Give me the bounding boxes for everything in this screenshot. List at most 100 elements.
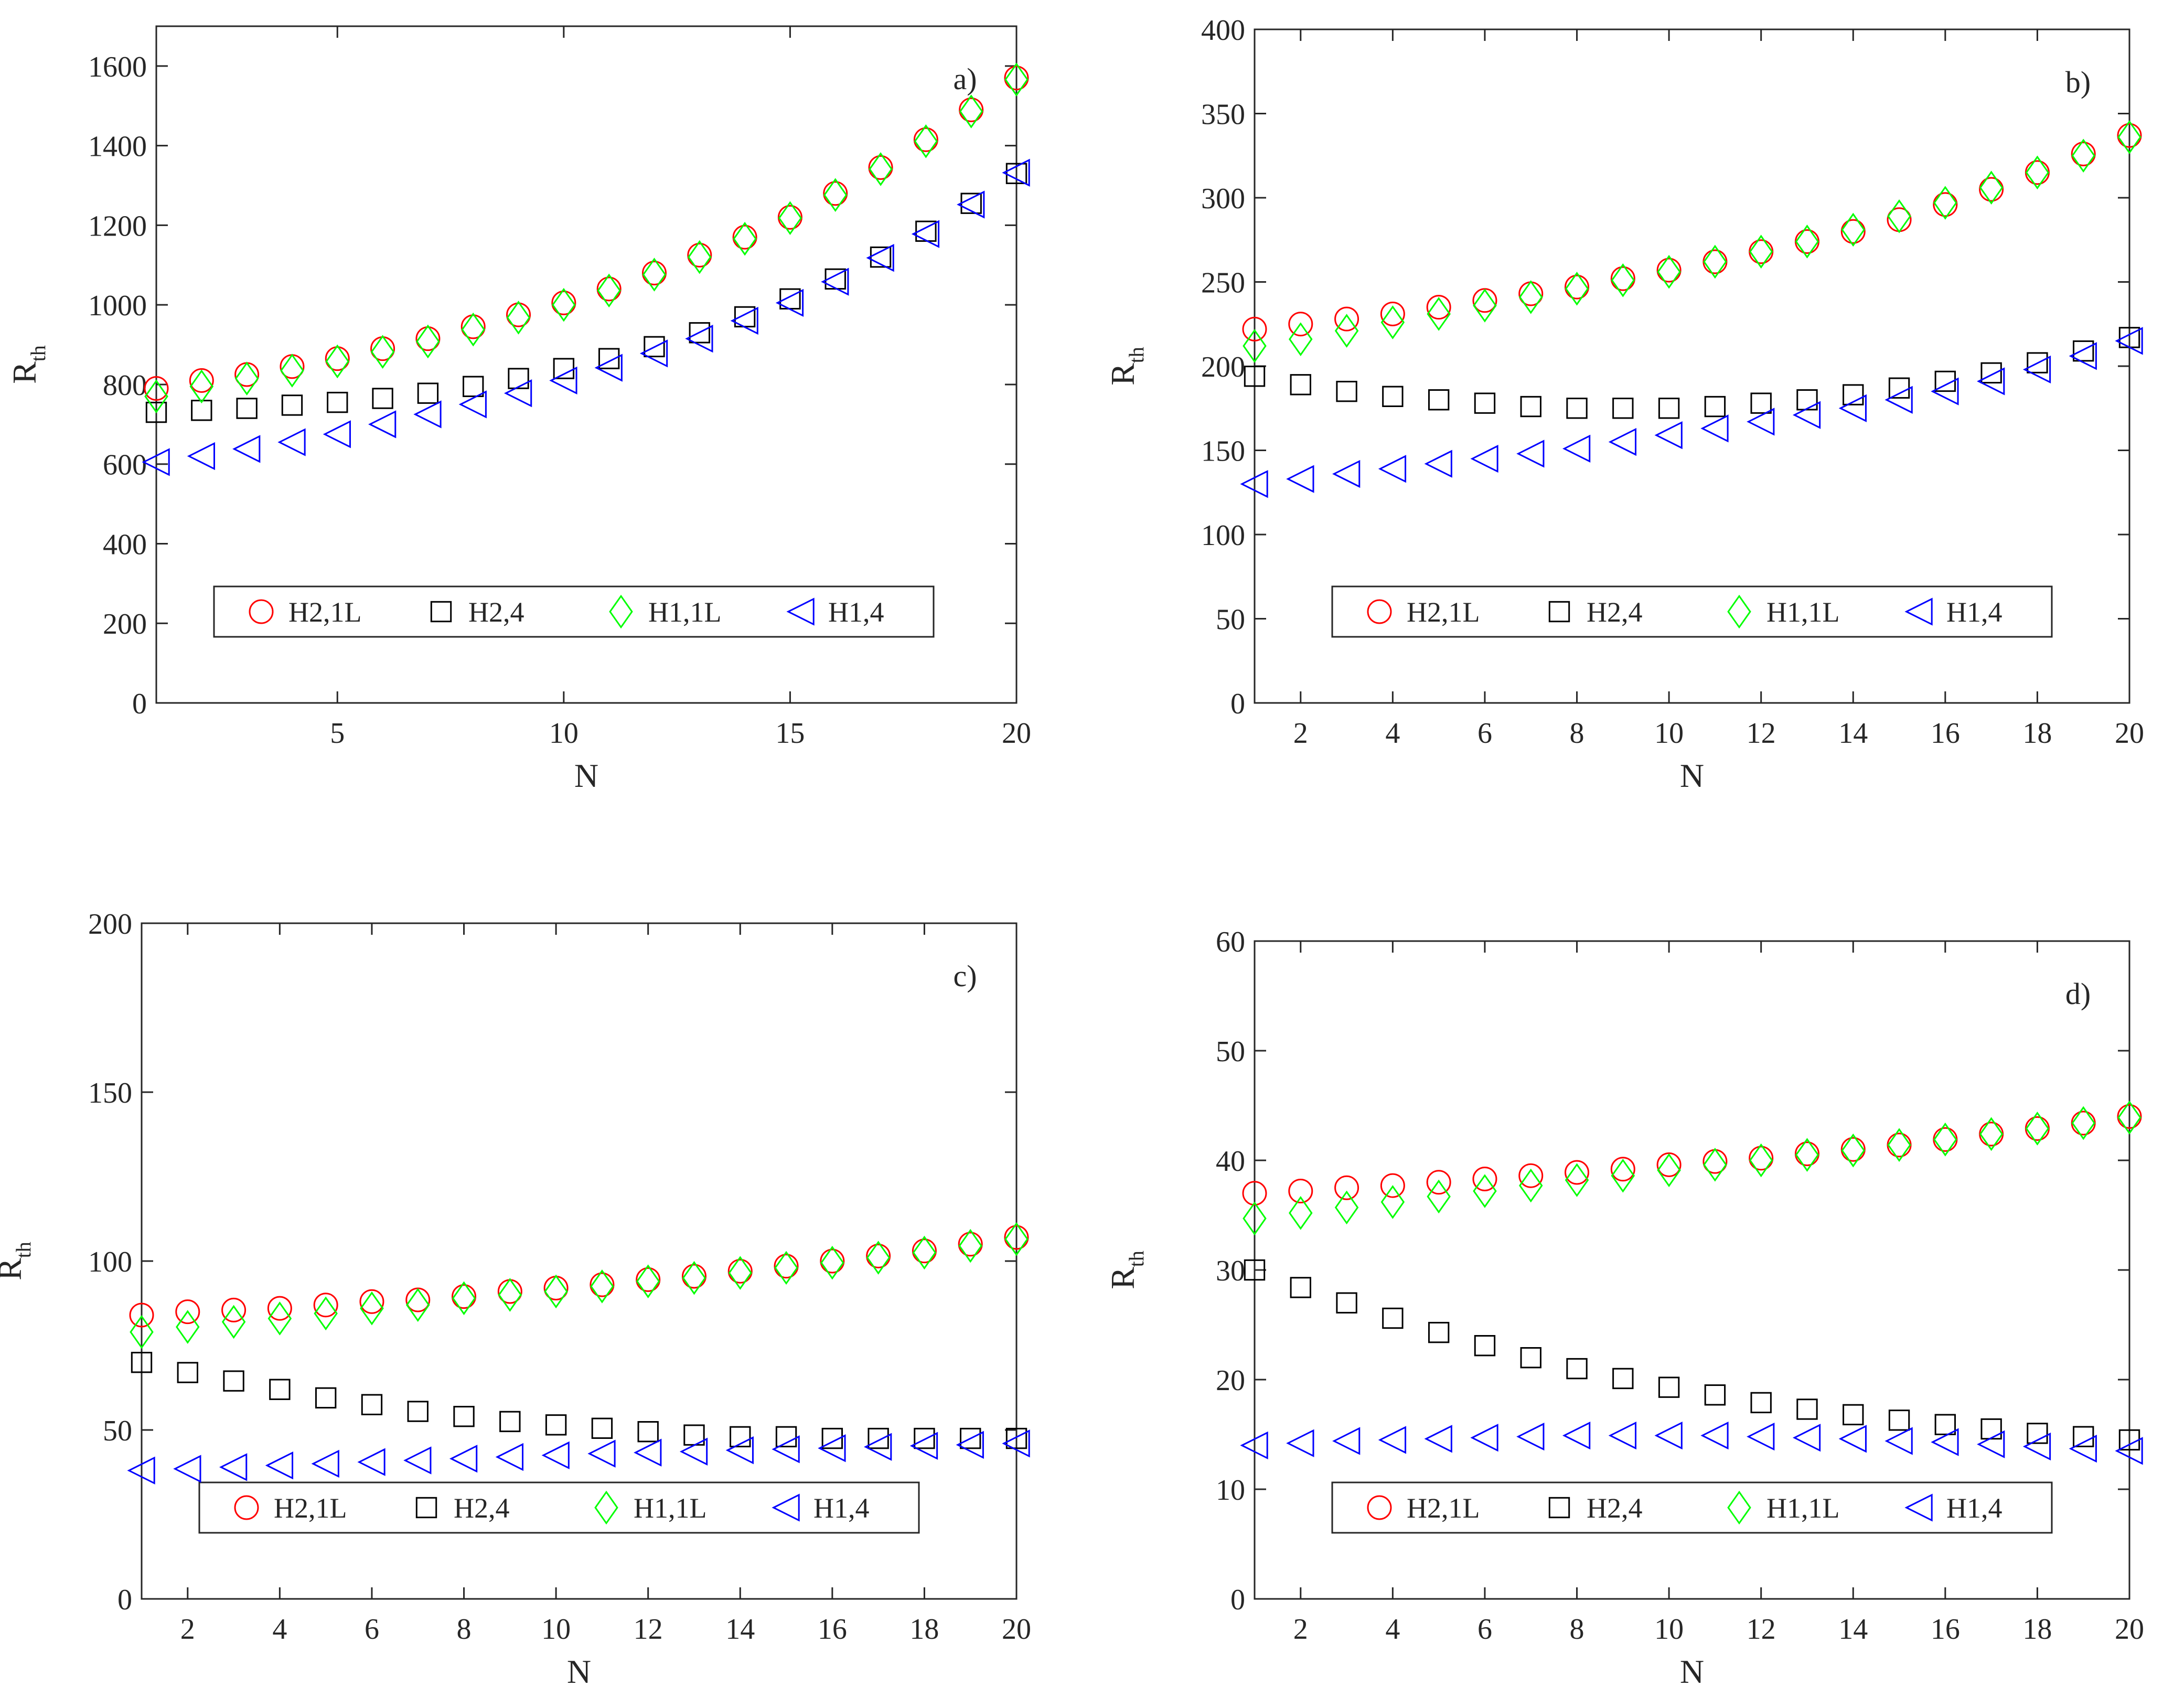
data-point-left-triangle [1608, 428, 1637, 456]
data-point-circle [1288, 312, 1313, 337]
panel-c: 0501001502002468101214161820NRthc)H2,1LH… [0, 908, 1031, 1690]
data-point-circle [727, 1258, 753, 1284]
data-point-square [1612, 1368, 1634, 1390]
data-point-circle [1610, 266, 1635, 291]
legend: H2,1L H2,4 H1,1L H1,4 [1331, 1481, 2053, 1534]
data-point-left-triangle [772, 1435, 800, 1464]
data-point-circle [221, 1297, 247, 1322]
x-tick-label: 8 [1570, 1613, 1584, 1646]
data-point-square [637, 1421, 659, 1443]
data-point-left-triangle [504, 379, 532, 408]
data-point-diamond [2071, 1106, 2095, 1140]
y-tick-label: 1200 [88, 210, 147, 242]
data-point-diamond [914, 124, 938, 158]
panel-label: d) [2065, 977, 2091, 1011]
data-point-diamond [314, 1296, 338, 1331]
y-axis-label: Rth [0, 1242, 35, 1280]
data-point-diamond [774, 1251, 798, 1285]
data-point-diamond [1289, 322, 1313, 356]
legend-entry-label: H1,1L [634, 1492, 706, 1524]
data-point-left-triangle [311, 1449, 339, 1478]
data-point-square [417, 382, 439, 404]
x-axis-label: N [574, 757, 598, 794]
data-point-left-triangle [368, 410, 397, 439]
data-point-diamond [2117, 1101, 2141, 1135]
data-point-left-triangle [594, 354, 623, 382]
data-point-diamond [1565, 1163, 1589, 1197]
data-point-circle [636, 1267, 661, 1292]
y-tick-label: 150 [1201, 435, 1245, 468]
data-point-diamond [1334, 314, 1359, 348]
y-tick-label: 0 [132, 688, 147, 720]
data-point-diamond [1749, 1143, 1773, 1178]
data-point-diamond [1887, 1128, 1911, 1162]
data-point-square [145, 401, 167, 423]
data-point-left-triangle [1562, 1421, 1591, 1450]
data-point-square [1980, 362, 2002, 384]
data-point-diamond [823, 178, 848, 212]
y-tick-label: 1000 [88, 290, 147, 322]
data-point-circle [313, 1293, 338, 1318]
x-tick-label: 2 [1293, 717, 1308, 750]
data-point-square [689, 322, 710, 344]
y-axis-label-main: R [6, 361, 43, 384]
data-point-left-triangle [449, 1445, 478, 1473]
x-tick-label: 8 [457, 1613, 472, 1646]
data-point-diamond [1243, 1201, 1267, 1236]
y-tick-label: 200 [1201, 351, 1245, 383]
data-point-left-triangle [775, 289, 804, 317]
data-point-diamond [234, 361, 259, 396]
data-point-square [1382, 1307, 1404, 1329]
y-tick-label: 800 [103, 369, 147, 402]
data-point-left-triangle [403, 1446, 432, 1475]
data-point-circle [774, 1254, 799, 1279]
data-point-circle [1288, 1179, 1313, 1204]
legend-entry-label: H2,4 [1587, 596, 1643, 628]
data-point-circle [1334, 1175, 1359, 1200]
data-point-square [361, 1394, 383, 1415]
data-point-square [463, 376, 484, 397]
y-axis-label-main: R [1104, 1267, 1141, 1289]
y-tick-label: 1600 [88, 51, 147, 83]
data-point-diamond [866, 1241, 891, 1275]
data-point-left-triangle [2115, 327, 2143, 355]
series-H1,1L [1243, 1101, 2141, 1236]
data-point-diamond [959, 94, 983, 129]
data-point-diamond [1795, 225, 1819, 259]
data-point-circle [1242, 1181, 1267, 1206]
data-point-circle [1472, 1167, 1497, 1192]
data-point-diamond [1004, 1222, 1029, 1256]
data-point-left-triangle [1700, 414, 1729, 443]
data-point-square [1658, 1376, 1680, 1398]
data-point-diamond [688, 240, 712, 274]
data-point-square [1428, 1321, 1450, 1343]
data-point-circle [1840, 219, 1866, 244]
data-point-left-triangle [1931, 1428, 1959, 1456]
y-tick-label: 600 [103, 449, 147, 482]
y-tick-label: 400 [1201, 14, 1245, 47]
data-point-square [177, 1362, 198, 1383]
data-point-left-triangle [277, 428, 306, 456]
data-point-diamond [280, 354, 304, 388]
data-point-circle [913, 127, 938, 152]
legend-left-triangle-icon [786, 597, 815, 626]
data-point-circle [641, 260, 667, 285]
data-point-square [1566, 398, 1588, 419]
data-point-diamond [360, 1291, 384, 1326]
data-point-left-triangle [1378, 1426, 1407, 1454]
data-point-square [1658, 398, 1680, 419]
data-point-circle [681, 1264, 706, 1289]
y-tick-label: 50 [1216, 604, 1245, 636]
data-point-left-triangle [142, 448, 170, 476]
series-H1,4 [127, 1429, 1030, 1485]
data-point-left-triangle [1977, 367, 2005, 396]
data-point-square [453, 1406, 475, 1427]
data-point-diamond [1749, 234, 1773, 269]
x-tick-label: 8 [1570, 717, 1584, 750]
data-point-diamond [1703, 1148, 1727, 1182]
data-point-square [1244, 366, 1266, 387]
data-point-circle [359, 1289, 384, 1314]
legend-entry-label: H2,4 [454, 1492, 510, 1524]
data-point-diamond [869, 152, 893, 186]
